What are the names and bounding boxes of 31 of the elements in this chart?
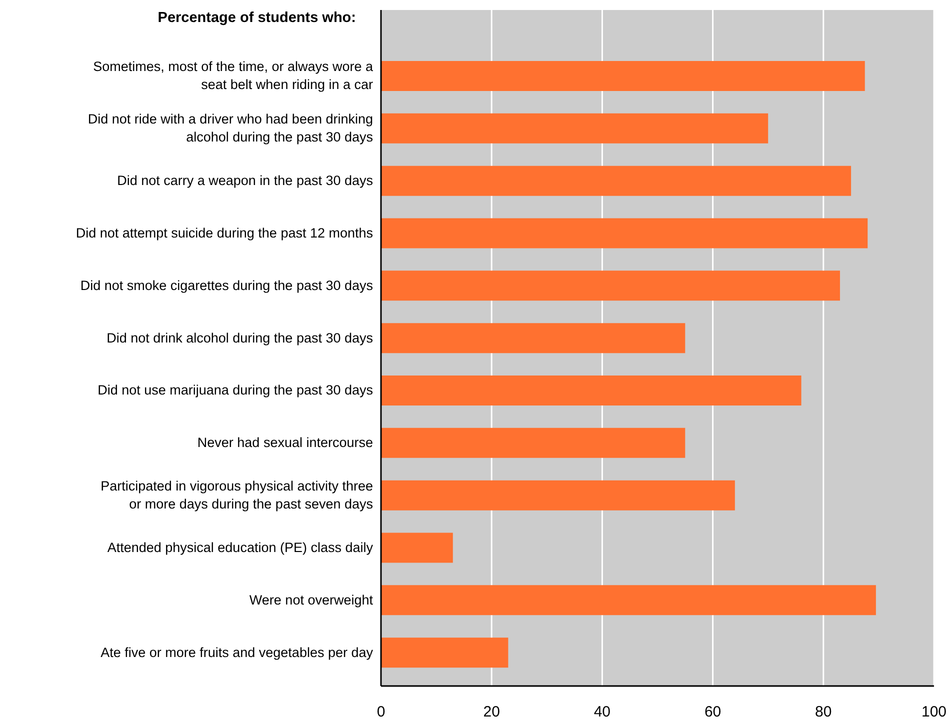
y-tick-label: Did not attempt suicide during the past 12 months bbox=[76, 225, 374, 240]
bar bbox=[381, 113, 768, 144]
bar bbox=[381, 270, 840, 301]
y-tick-label: Did not ride with a driver who had been drinking alcohol during the past 30 days bbox=[88, 111, 374, 144]
y-tick-label: Did not carry a weapon in the past 30 days bbox=[117, 172, 374, 188]
bar bbox=[381, 532, 453, 563]
y-tick-label: Did not use marijuana during the past 30 days bbox=[98, 382, 374, 398]
bar bbox=[381, 428, 686, 458]
y-tick-label: Did not smoke cigarettes during the past 30 days bbox=[80, 277, 374, 292]
y-axis-title: Percentage of students who: bbox=[156, 10, 356, 26]
y-tick-label: Ate five or more fruits and vegetables per day bbox=[100, 644, 374, 660]
y-tick-label: Participated in vigorous physical activity three or more days during the past seven days bbox=[100, 478, 374, 512]
bar bbox=[381, 480, 735, 510]
bar bbox=[381, 638, 508, 668]
bar bbox=[381, 166, 852, 196]
x-tick-label: 20 bbox=[483, 704, 500, 721]
bar bbox=[381, 376, 802, 406]
x-tick-label: 80 bbox=[815, 704, 832, 721]
bar bbox=[381, 585, 876, 616]
bar bbox=[381, 218, 868, 248]
y-tick-label: Were not overweight bbox=[249, 592, 374, 607]
y-tick-label: Attended physical education (PE) class daily bbox=[107, 540, 374, 555]
bar bbox=[381, 323, 686, 354]
y-tick-label: Did not drink alcohol during the past 30 days bbox=[106, 330, 374, 345]
x-tick-label: 0 bbox=[376, 704, 386, 721]
y-tick-label: Sometimes, most of the time, or always wore a seat belt when riding in a car bbox=[93, 58, 374, 92]
x-tick-label: 40 bbox=[594, 704, 611, 721]
y-tick-label: Never had sexual intercourse bbox=[197, 434, 373, 450]
x-tick-label: 60 bbox=[704, 704, 722, 721]
bar bbox=[381, 61, 865, 91]
x-tick-label: 100 bbox=[921, 704, 947, 721]
